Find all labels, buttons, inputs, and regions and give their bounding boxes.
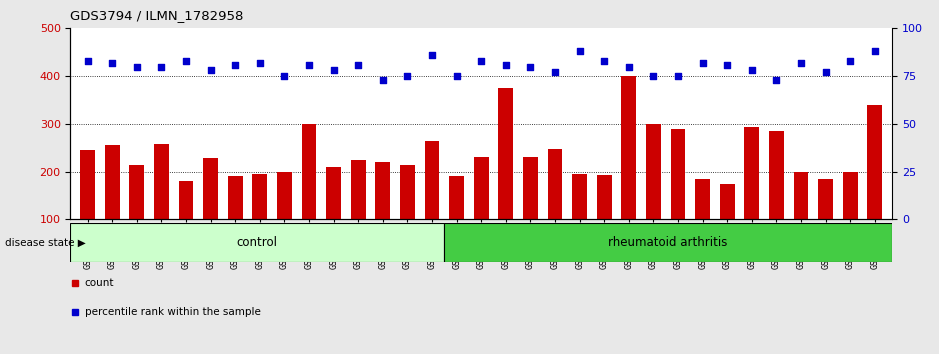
Bar xyxy=(720,184,734,267)
Point xyxy=(400,73,415,79)
Bar xyxy=(769,131,784,267)
Bar xyxy=(868,105,883,267)
Point xyxy=(228,62,243,68)
Point xyxy=(449,73,464,79)
Point xyxy=(301,62,316,68)
Bar xyxy=(228,176,242,267)
Bar xyxy=(70,223,444,262)
Bar xyxy=(277,172,292,267)
Bar xyxy=(449,176,464,267)
Bar xyxy=(547,149,562,267)
Bar xyxy=(695,179,710,267)
Point xyxy=(646,73,661,79)
Text: count: count xyxy=(85,278,114,288)
Text: disease state ▶: disease state ▶ xyxy=(5,238,85,247)
Bar xyxy=(351,160,365,267)
Bar xyxy=(843,172,857,267)
Text: percentile rank within the sample: percentile rank within the sample xyxy=(85,307,260,316)
Point xyxy=(818,69,833,75)
Point xyxy=(351,62,366,68)
Point xyxy=(572,48,587,54)
Bar xyxy=(130,165,145,267)
Point xyxy=(842,58,857,64)
Point xyxy=(547,69,562,75)
Bar xyxy=(376,162,391,267)
Point xyxy=(424,52,439,58)
Point xyxy=(474,58,489,64)
Point xyxy=(523,64,538,69)
Point xyxy=(253,60,268,65)
Bar xyxy=(597,175,611,267)
Bar xyxy=(301,124,316,267)
Point xyxy=(670,73,685,79)
Text: rheumatoid arthritis: rheumatoid arthritis xyxy=(608,236,728,249)
Bar xyxy=(818,179,833,267)
Point xyxy=(622,64,637,69)
Bar xyxy=(793,172,808,267)
Text: control: control xyxy=(237,236,278,249)
Point xyxy=(154,64,169,69)
Bar xyxy=(622,76,637,267)
Bar xyxy=(154,144,169,267)
Point xyxy=(277,73,292,79)
Bar xyxy=(400,165,415,267)
Bar xyxy=(105,145,119,267)
Point xyxy=(178,58,193,64)
Bar xyxy=(178,181,193,267)
Point xyxy=(376,77,391,83)
Bar xyxy=(424,141,439,267)
Point xyxy=(203,68,218,73)
Point xyxy=(326,68,341,73)
Bar xyxy=(745,127,760,267)
Bar xyxy=(474,157,488,267)
Bar xyxy=(670,129,685,267)
Point xyxy=(719,62,734,68)
Point xyxy=(868,48,883,54)
Bar xyxy=(523,157,538,267)
Bar xyxy=(646,124,661,267)
Point xyxy=(130,64,145,69)
Point xyxy=(80,58,95,64)
Point xyxy=(499,62,514,68)
Bar xyxy=(444,223,892,262)
Point xyxy=(769,77,784,83)
Bar xyxy=(572,174,587,267)
Point xyxy=(793,60,808,65)
Point xyxy=(105,60,120,65)
Bar xyxy=(203,158,218,267)
Text: GDS3794 / ILMN_1782958: GDS3794 / ILMN_1782958 xyxy=(70,9,244,22)
Bar xyxy=(80,150,95,267)
Bar xyxy=(499,88,514,267)
Point xyxy=(745,68,760,73)
Bar xyxy=(326,167,341,267)
Point xyxy=(596,58,611,64)
Point xyxy=(695,60,710,65)
Bar xyxy=(253,174,268,267)
